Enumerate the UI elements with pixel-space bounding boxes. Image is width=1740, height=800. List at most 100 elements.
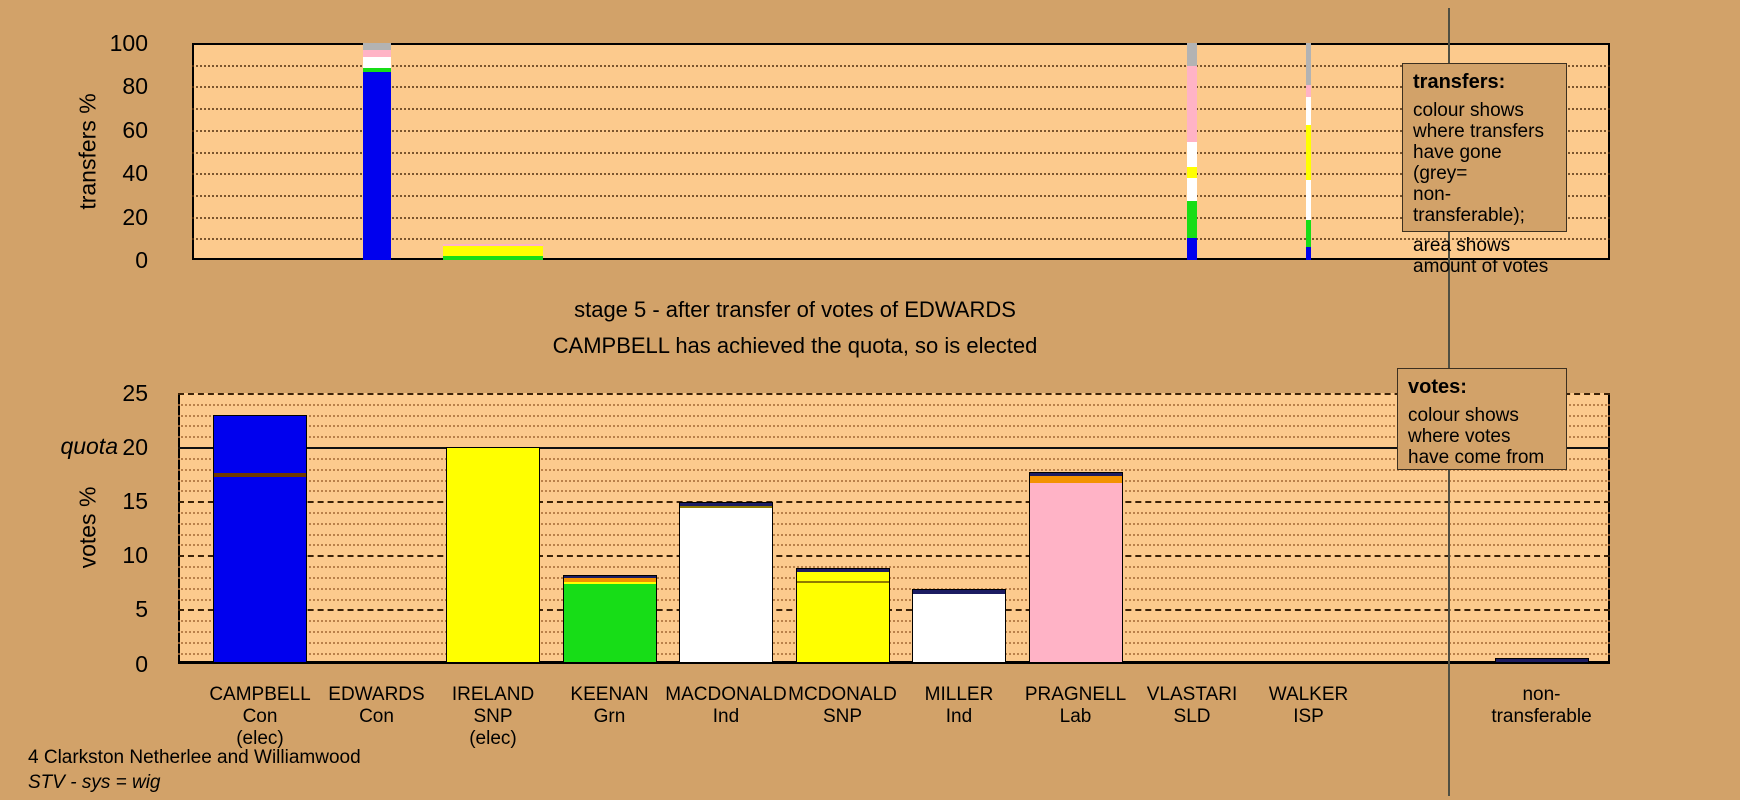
bar-segment-white bbox=[1187, 178, 1197, 201]
category-label: MILLER Ind bbox=[924, 684, 994, 727]
bar-segment-pink bbox=[1029, 483, 1122, 663]
category-label: EDWARDS Con bbox=[328, 684, 425, 727]
transfers-ytick: 80 bbox=[122, 73, 148, 100]
votes-plot-area bbox=[178, 393, 1610, 664]
category-label: PRAGNELL Lab bbox=[1024, 684, 1127, 727]
bar-segment-pink bbox=[1187, 65, 1197, 143]
category-label: VLASTARI SLD bbox=[1146, 684, 1238, 727]
transfers-bar-EDWARDS bbox=[362, 43, 391, 260]
bar-segment-yellow bbox=[796, 571, 889, 582]
votes-minor-gridline bbox=[178, 522, 1610, 525]
bar-segment-white bbox=[1306, 97, 1311, 126]
votes-ytick: 10 bbox=[122, 542, 148, 569]
bar-segment-blue bbox=[362, 72, 391, 260]
votes-minor-gridline bbox=[178, 544, 1610, 547]
bar-segment-navy bbox=[1495, 658, 1588, 663]
votes-ytick: 25 bbox=[122, 380, 148, 406]
transfers-gridline bbox=[192, 194, 1610, 197]
bar-segment-maroon bbox=[214, 473, 306, 477]
bar-segment-orange bbox=[563, 577, 656, 582]
bar-segment-white bbox=[1306, 179, 1311, 221]
transfers-gridline bbox=[192, 108, 1610, 111]
votes-axis-title: votes % bbox=[74, 486, 101, 569]
bar-segment-yellow bbox=[447, 448, 539, 663]
votes-minor-gridline bbox=[178, 425, 1610, 428]
transfers-bar-WALKER bbox=[1306, 43, 1311, 260]
transfers-gridline bbox=[192, 86, 1610, 89]
category-label: non- transferable bbox=[1491, 684, 1592, 727]
transfers-ytick: 60 bbox=[122, 116, 148, 143]
votes-ytick: 0 bbox=[135, 650, 148, 677]
votes-major-gridline bbox=[178, 393, 1610, 395]
votes-major-gridline bbox=[178, 555, 1610, 558]
votes-bar-CAMPBELL bbox=[213, 414, 307, 664]
bar-segment-blue bbox=[1187, 238, 1197, 260]
bar-segment-yellow bbox=[796, 582, 889, 663]
bar-segment-blue bbox=[214, 415, 306, 474]
votes-minor-gridline bbox=[178, 414, 1610, 417]
stage-banner-line2: CAMPBELL has achieved the quota, so is e… bbox=[552, 333, 1038, 358]
votes-minor-gridline bbox=[178, 436, 1610, 439]
bar-segment-navy bbox=[913, 590, 1005, 595]
votes-minor-gridline bbox=[178, 468, 1610, 471]
votes-minor-gridline bbox=[178, 631, 1610, 634]
transfers-gridline bbox=[192, 64, 1610, 67]
votes-minor-gridline bbox=[178, 479, 1610, 482]
votes-major-gridline bbox=[178, 501, 1610, 504]
bar-segment-pink bbox=[1306, 85, 1311, 98]
bar-segment-white bbox=[680, 508, 772, 663]
transfers-gridline bbox=[192, 151, 1610, 154]
system-note: STV - sys = wig bbox=[28, 772, 161, 793]
bar-segment-yellow bbox=[563, 581, 656, 585]
votes-bar-MILLER bbox=[912, 589, 1006, 664]
quota-line bbox=[178, 447, 1610, 450]
votes-bar-PRAGNELL bbox=[1028, 471, 1123, 664]
votes-minor-gridline bbox=[178, 576, 1610, 579]
votes-bar-non-transferable bbox=[1494, 657, 1589, 664]
bar-segment-green bbox=[443, 256, 543, 260]
votes-bar-MACDONALD bbox=[679, 501, 773, 664]
transfers-bar-IRELAND bbox=[443, 244, 543, 260]
bar-segment-navy bbox=[563, 576, 656, 578]
votes-ytick: 15 bbox=[122, 488, 148, 515]
bar-segment-yellow bbox=[443, 245, 543, 257]
votes-ytick: 20 bbox=[122, 434, 148, 461]
votes-minor-gridline bbox=[178, 566, 1610, 569]
legend-transfers-body1: colour shows where transfers have gone (… bbox=[1413, 100, 1544, 226]
bar-segment-grey bbox=[362, 43, 391, 50]
transfers-gridline bbox=[192, 216, 1610, 219]
category-label: MCDONALD SNP bbox=[788, 684, 897, 727]
bar-segment-orange bbox=[1029, 476, 1122, 484]
votes-minor-gridline bbox=[178, 490, 1610, 493]
bar-segment-blue bbox=[214, 476, 306, 663]
category-label: IRELAND SNP (elec) bbox=[451, 684, 535, 749]
bar-segment-yellow bbox=[1306, 125, 1311, 180]
bar-segment-olive bbox=[796, 581, 889, 583]
category-label: CAMPBELL Con (elec) bbox=[209, 684, 311, 749]
bar-segment-white bbox=[362, 57, 391, 69]
votes-minor-gridline bbox=[178, 641, 1610, 644]
transfers-gridline bbox=[192, 129, 1610, 132]
votes-minor-gridline bbox=[178, 512, 1610, 515]
transfers-ytick: 0 bbox=[135, 247, 148, 273]
bar-segment-olive bbox=[680, 506, 772, 509]
bar-segment-navy bbox=[1029, 473, 1122, 477]
stage-banner-line1: stage 5 - after transfer of votes of EDW… bbox=[574, 297, 1016, 322]
votes-bar-MCDONALD bbox=[795, 568, 890, 664]
legend-transfers-body2: area shows amount of votes bbox=[1413, 235, 1549, 277]
category-label: KEENAN Grn bbox=[570, 684, 649, 727]
transfers-ytick: 100 bbox=[109, 30, 148, 56]
bar-segment-navy bbox=[680, 502, 772, 507]
votes-ytick: 5 bbox=[135, 596, 148, 623]
legend-transfers-title: transfers: bbox=[1413, 71, 1506, 93]
votes-minor-gridline bbox=[178, 620, 1610, 623]
transfers-ytick: 20 bbox=[122, 203, 148, 230]
legend-transfers: transfers: colour shows where transfers … bbox=[1402, 63, 1567, 277]
legend-votes-title: votes: bbox=[1408, 376, 1467, 398]
bar-segment-blue bbox=[1306, 246, 1311, 260]
votes-minor-gridline bbox=[178, 403, 1610, 406]
votes-minor-gridline bbox=[178, 652, 1610, 655]
bar-segment-white bbox=[913, 594, 1005, 663]
